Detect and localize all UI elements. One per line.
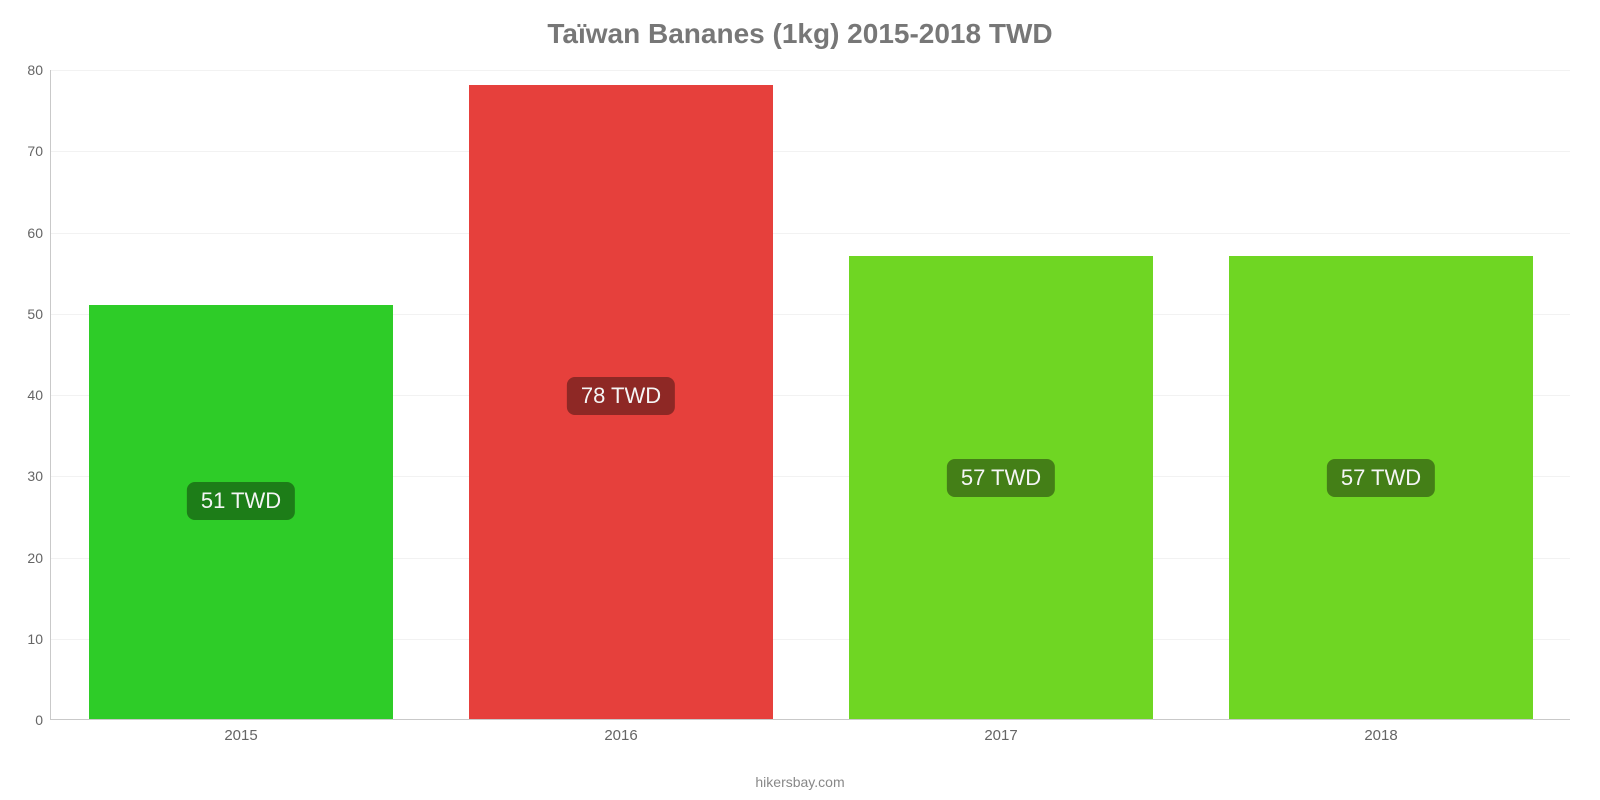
value-badge-2017: 57 TWD — [947, 459, 1055, 497]
chart-title: Taïwan Bananes (1kg) 2015-2018 TWD — [0, 18, 1600, 50]
plot-area: 0102030405060708051 TWD201578 TWD201657 … — [50, 70, 1570, 720]
y-tick-label: 60 — [27, 225, 51, 241]
x-tick-label-2016: 2016 — [604, 719, 637, 744]
y-tick-label: 80 — [27, 62, 51, 78]
bar-2017: 57 TWD — [849, 256, 1153, 719]
x-tick-label-2017: 2017 — [984, 719, 1017, 744]
bar-2015: 51 TWD — [89, 305, 393, 719]
value-badge-2015: 51 TWD — [187, 482, 295, 520]
banana-price-bar-chart: Taïwan Bananes (1kg) 2015-2018 TWD 01020… — [0, 0, 1600, 800]
bar-2018: 57 TWD — [1229, 256, 1533, 719]
y-tick-label: 30 — [27, 468, 51, 484]
value-badge-2018: 57 TWD — [1327, 459, 1435, 497]
grid-line — [51, 233, 1570, 234]
value-badge-2016: 78 TWD — [567, 377, 675, 415]
x-tick-label-2018: 2018 — [1364, 719, 1397, 744]
y-tick-label: 70 — [27, 143, 51, 159]
y-tick-label: 0 — [35, 712, 51, 728]
grid-line — [51, 151, 1570, 152]
y-tick-label: 50 — [27, 306, 51, 322]
y-tick-label: 10 — [27, 631, 51, 647]
bar-2016: 78 TWD — [469, 85, 773, 719]
chart-credit: hikersbay.com — [0, 774, 1600, 790]
x-tick-label-2015: 2015 — [224, 719, 257, 744]
y-tick-label: 20 — [27, 550, 51, 566]
grid-line — [51, 70, 1570, 71]
y-tick-label: 40 — [27, 387, 51, 403]
